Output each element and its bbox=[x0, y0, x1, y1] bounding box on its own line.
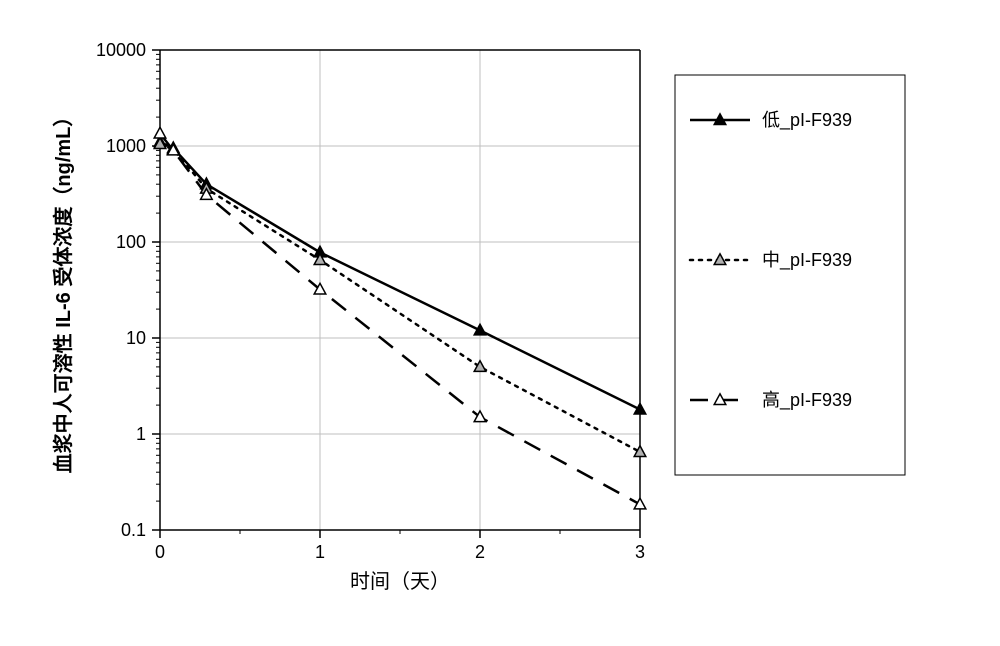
y-axis-label: 血浆中人可溶性 IL-6 受体浓度（ng/mL） bbox=[51, 107, 75, 474]
y-tick-label: 10000 bbox=[96, 40, 146, 60]
x-axis-label: 时间（天） bbox=[350, 570, 450, 593]
x-tick-label: 2 bbox=[475, 542, 485, 562]
chart-svg: 0.1 1 10 100 1000 10000 0 1 2 3 血浆中人可溶性 IL-6 受体浓度（… bbox=[20, 20, 980, 620]
y-tick-label: 100 bbox=[116, 232, 146, 252]
y-tick-label: 1000 bbox=[106, 136, 146, 156]
chart-container: 0.1 1 10 100 1000 10000 0 1 2 3 血浆中人可溶性 IL-6 受体浓度（… bbox=[20, 20, 980, 620]
legend-label: 低_pI-F939 bbox=[762, 110, 852, 131]
y-tick-label: 0.1 bbox=[121, 520, 146, 540]
marker-triangle bbox=[714, 254, 726, 265]
x-tick-label: 3 bbox=[635, 542, 645, 562]
x-tick-label: 1 bbox=[315, 542, 325, 562]
y-tick-label: 1 bbox=[136, 424, 146, 444]
legend-box bbox=[675, 75, 905, 475]
x-tick-label: 0 bbox=[155, 542, 165, 562]
y-tick-label: 10 bbox=[126, 328, 146, 348]
legend-label: 中_pI-F939 bbox=[762, 250, 852, 271]
legend-label: 高_pI-F939 bbox=[762, 390, 852, 411]
